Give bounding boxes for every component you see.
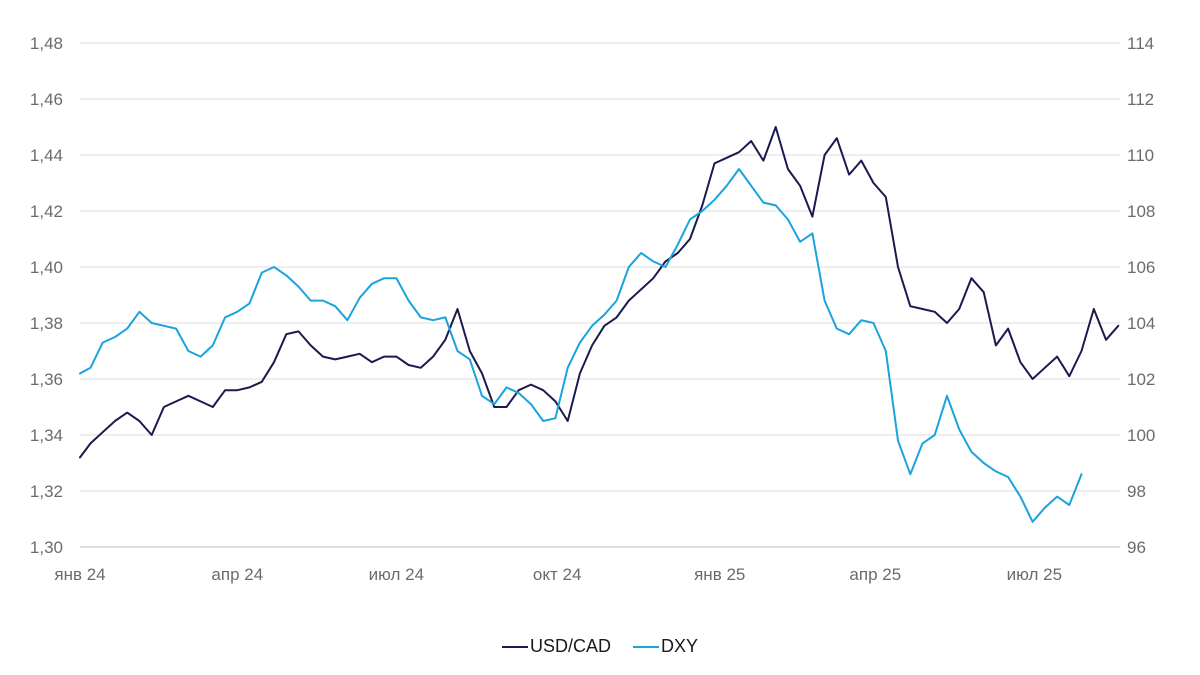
legend-swatch-dxy [633,645,659,648]
legend-item-usdcad: USD/CAD [501,636,611,657]
y-left-tick-label: 1,32 [30,482,63,501]
series-lines [79,126,1120,523]
y-right-tick-label: 108 [1127,202,1155,221]
y-right-tick-label: 106 [1127,258,1155,277]
right-axis-ticks: 96 98 100 102 104 106 108 110 112 114 [1127,34,1155,557]
x-tick-label: июл 24 [369,565,424,584]
legend-label-dxy: DXY [661,636,699,656]
legend-item-dxy: DXY [633,636,698,657]
y-left-tick-label: 1,40 [30,258,63,277]
y-right-tick-label: 104 [1127,314,1155,333]
y-right-tick-label: 98 [1127,482,1146,501]
y-left-tick-label: 1,36 [30,370,63,389]
y-left-tick-label: 1,34 [30,426,63,445]
y-right-tick-label: 114 [1127,34,1154,53]
x-tick-label: июл 25 [1007,565,1062,584]
y-right-tick-label: 112 [1127,90,1154,109]
y-right-tick-label: 100 [1127,426,1155,445]
legend: USD/CAD DXY [0,636,1200,657]
x-tick-label: апр 25 [849,565,901,584]
y-left-tick-label: 1,30 [30,538,63,557]
series-line-usdcad [79,126,1120,459]
y-right-tick-label: 110 [1127,146,1154,165]
y-right-tick-label: 102 [1127,370,1155,389]
gridlines [80,42,1120,548]
y-left-tick-label: 1,46 [30,90,63,109]
x-axis-ticks: янв 24 апр 24 июл 24 окт 24 янв 25 апр 25 июл … [54,565,1062,584]
x-tick-label: янв 25 [694,565,745,584]
y-left-tick-label: 1,48 [30,34,63,53]
y-left-tick-label: 1,44 [30,146,63,165]
y-left-tick-label: 1,38 [30,314,63,333]
left-axis-ticks: 1,30 1,32 1,34 1,36 1,38 1,40 1,42 1,44 1,46 1,48 [30,34,63,557]
series-line-dxy [79,168,1083,523]
x-tick-label: апр 24 [211,565,263,584]
x-tick-label: окт 24 [533,565,582,584]
line-chart: 1,30 1,32 1,34 1,36 1,38 1,40 1,42 1,44 1,46 1,48… [30,34,1155,584]
legend-swatch-usdcad [501,645,528,648]
legend-label-usdcad: USD/CAD [529,636,611,656]
y-right-tick-label: 96 [1127,538,1146,557]
x-tick-label: янв 24 [54,565,105,584]
y-left-tick-label: 1,42 [30,202,63,221]
